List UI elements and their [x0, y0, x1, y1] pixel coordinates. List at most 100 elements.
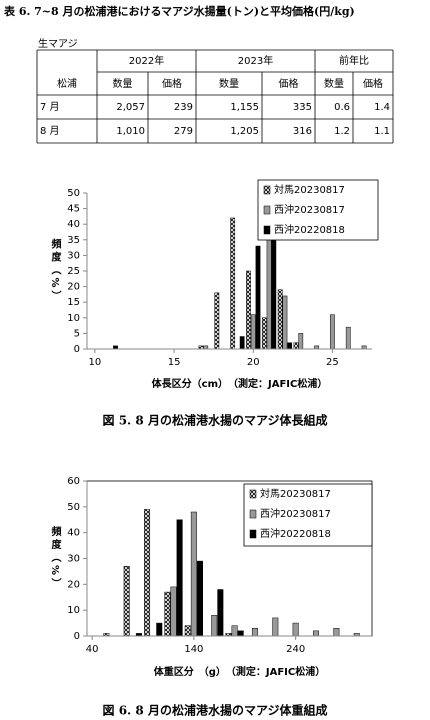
legend-box	[243, 483, 373, 547]
subheader: 数量	[324, 77, 344, 90]
bar	[123, 566, 130, 637]
x-axis-label: 体長区分（cm） （測定：JAFIC松浦）	[152, 377, 328, 390]
y-tick-label: 20	[67, 579, 80, 590]
bar	[211, 615, 218, 637]
x-tick-label: 15	[168, 357, 181, 368]
bar	[282, 295, 288, 350]
subheader: 価格	[162, 77, 182, 90]
bar	[333, 628, 340, 637]
x-tick-label: 25	[326, 357, 339, 368]
legend-swatch	[263, 205, 271, 215]
header-group: 2023年	[238, 54, 273, 67]
chart-title: 図 5. 8 月の松浦港水揚のマアジ体長組成	[103, 413, 328, 428]
x-tick-label: 20	[247, 357, 260, 368]
table-title: 表 6. 7~8 月の松浦港におけるマアジ水揚量(トン)と平均価格(円/kg)	[3, 4, 355, 18]
y-tick-label: 10	[67, 605, 80, 616]
bar	[239, 336, 245, 350]
cell: 279	[174, 126, 193, 137]
bar	[144, 509, 151, 637]
y-axis-label: 頻度（%）	[49, 237, 62, 303]
legend-label: 対馬20230817	[274, 183, 345, 196]
bar	[298, 333, 304, 350]
bar	[261, 317, 267, 350]
bar	[272, 617, 279, 637]
legend-swatch	[263, 185, 271, 195]
cell: 1,010	[116, 126, 145, 137]
y-tick-label: 15	[67, 297, 80, 308]
bar	[237, 630, 244, 637]
bar	[345, 326, 351, 350]
bar	[313, 630, 320, 637]
bar	[250, 314, 256, 350]
subheader: 数量	[113, 77, 133, 90]
y-axis-label: 頻度（%）	[49, 525, 62, 591]
subheader: 松浦	[57, 77, 77, 90]
legend-swatch	[249, 489, 257, 499]
bar	[266, 236, 272, 350]
row-label: 8 月	[40, 125, 60, 137]
y-tick-label: 0	[74, 631, 80, 642]
x-tick-label: 240	[286, 644, 305, 655]
legend-label: 西沖20230817	[274, 203, 345, 216]
y-tick-label: 60	[67, 476, 80, 487]
y-tick-label: 20	[67, 282, 80, 293]
cell: 2,057	[116, 102, 145, 113]
bar	[156, 622, 163, 637]
bar	[246, 270, 251, 350]
bar	[251, 628, 258, 637]
y-tick-label: 0	[74, 344, 80, 355]
bar	[176, 519, 183, 637]
header-group: 2022年	[129, 54, 164, 67]
legend-swatch	[249, 509, 257, 519]
bar	[231, 625, 238, 637]
y-tick-label: 25	[67, 266, 80, 277]
bar	[330, 314, 335, 350]
bar	[293, 342, 299, 350]
bar	[217, 589, 224, 637]
table-label: 生マアジ	[38, 37, 78, 50]
y-tick-label: 5	[74, 328, 80, 339]
y-tick-label: 10	[67, 313, 80, 324]
bar	[184, 625, 191, 637]
y-tick-label: 45	[67, 204, 80, 215]
bar	[190, 511, 197, 637]
x-tick-label: 40	[86, 644, 99, 655]
y-tick-label: 35	[67, 235, 80, 246]
subheader: 価格	[279, 77, 299, 90]
row-label: 7 月	[40, 101, 60, 113]
subheader: 数量	[219, 77, 239, 90]
legend-label: 対馬20230817	[260, 487, 331, 500]
cell: 316	[293, 126, 312, 137]
legend-swatch	[263, 225, 271, 235]
chart-title: 図 6. 8 月の松浦港水揚のマアジ体重組成	[103, 703, 328, 718]
y-tick-label: 30	[67, 554, 80, 565]
subheader: 価格	[363, 77, 383, 90]
cell: 1.4	[374, 102, 390, 113]
x-axis-label: 体重区分 （g） （測定：JAFIC松浦）	[154, 665, 326, 678]
bar	[287, 342, 293, 350]
y-tick-label: 50	[67, 188, 80, 199]
x-tick-label: 140	[184, 644, 203, 655]
cell: 335	[293, 102, 312, 113]
y-tick-label: 50	[67, 502, 80, 513]
bar	[196, 560, 203, 637]
legend-label: 西沖20220818	[274, 223, 345, 236]
cell: 239	[174, 102, 193, 113]
bar	[214, 292, 220, 350]
legend-label: 西沖20230817	[260, 507, 331, 520]
y-tick-label: 30	[67, 250, 80, 261]
cell: 1.2	[334, 126, 350, 137]
legend-swatch	[249, 529, 257, 539]
y-tick-label: 40	[67, 219, 80, 230]
cell: 1.1	[374, 126, 390, 137]
header-group: 前年比	[339, 54, 369, 67]
bar	[292, 622, 299, 637]
bar	[170, 586, 177, 637]
bar	[164, 591, 171, 637]
x-tick-label: 10	[89, 357, 102, 368]
cell: 1,155	[230, 102, 259, 113]
y-tick-label: 40	[67, 528, 80, 539]
legend-box	[257, 179, 379, 241]
legend-label: 西沖20220818	[260, 527, 331, 540]
